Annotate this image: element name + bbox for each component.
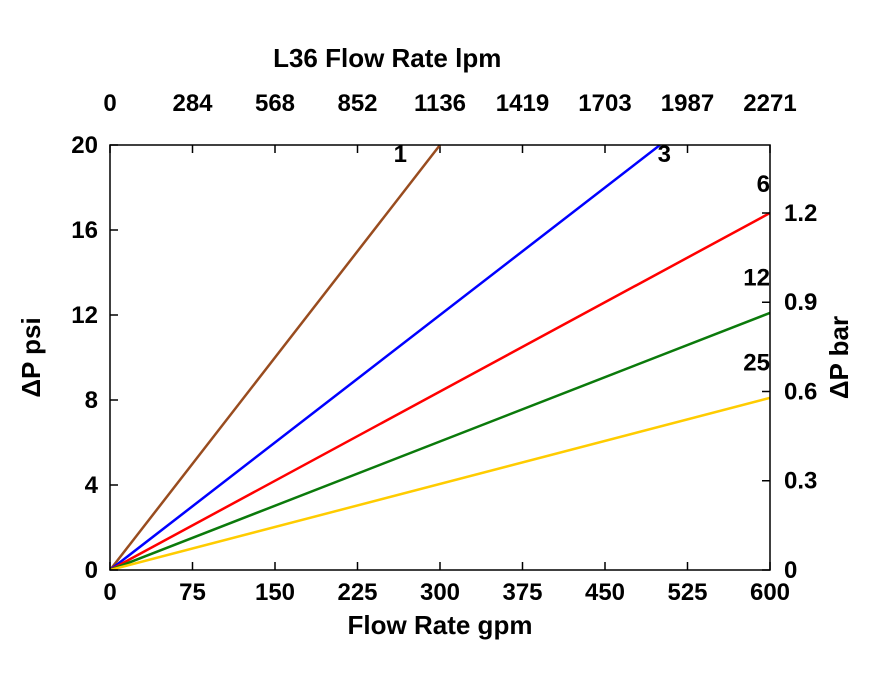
left-y-tick-label: 4 — [85, 472, 99, 499]
bottom-x-tick-label: 300 — [420, 579, 460, 606]
right-y-tick-label: 0 — [784, 557, 797, 584]
right-y-tick-label: 0.3 — [784, 468, 817, 495]
top-x-tick-label: 1703 — [578, 90, 631, 117]
top-x-tick-label: 284 — [172, 90, 213, 117]
series-label-6: 6 — [757, 171, 770, 198]
left-y-tick-label: 20 — [71, 132, 98, 159]
top-x-tick-label: 2271 — [743, 90, 796, 117]
series-label-25: 25 — [743, 349, 770, 376]
bottom-x-tick-label: 375 — [502, 579, 542, 606]
right-axis-title: ΔP bar — [824, 316, 854, 399]
bottom-x-tick-label: 0 — [103, 579, 116, 606]
left-y-tick-label: 0 — [85, 557, 98, 584]
top-x-tick-label: 1419 — [496, 90, 549, 117]
left-axis-title: ΔP psi — [16, 317, 46, 397]
bottom-x-tick-label: 75 — [179, 579, 206, 606]
top-x-tick-label: 1987 — [661, 90, 714, 117]
top-x-tick-label: 1136 — [414, 90, 466, 117]
left-y-tick-label: 12 — [71, 302, 98, 329]
right-y-tick-label: 0.6 — [784, 378, 817, 405]
series-label-12: 12 — [743, 264, 770, 291]
bottom-x-tick-label: 225 — [337, 579, 377, 606]
bottom-x-tick-label: 450 — [585, 579, 625, 606]
left-y-tick-label: 8 — [85, 387, 98, 414]
bottom-x-tick-label: 525 — [667, 579, 707, 606]
top-x-tick-label: 0 — [103, 90, 116, 117]
bottom-x-tick-label: 150 — [255, 579, 295, 606]
right-y-tick-label: 0.9 — [784, 289, 817, 316]
top-axis-title: L36 Flow Rate lpm — [273, 43, 501, 73]
top-x-tick-label: 852 — [337, 90, 377, 117]
pressure-flow-chart: L36 Flow Rate lpm 0 284 568 852 1136 1419 1703 1… — [0, 0, 884, 684]
top-x-tick-label: 568 — [255, 90, 295, 117]
left-y-tick-label: 16 — [71, 217, 98, 244]
right-y-tick-label: 1.2 — [784, 200, 817, 227]
bottom-axis-title: Flow Rate gpm — [348, 610, 533, 640]
